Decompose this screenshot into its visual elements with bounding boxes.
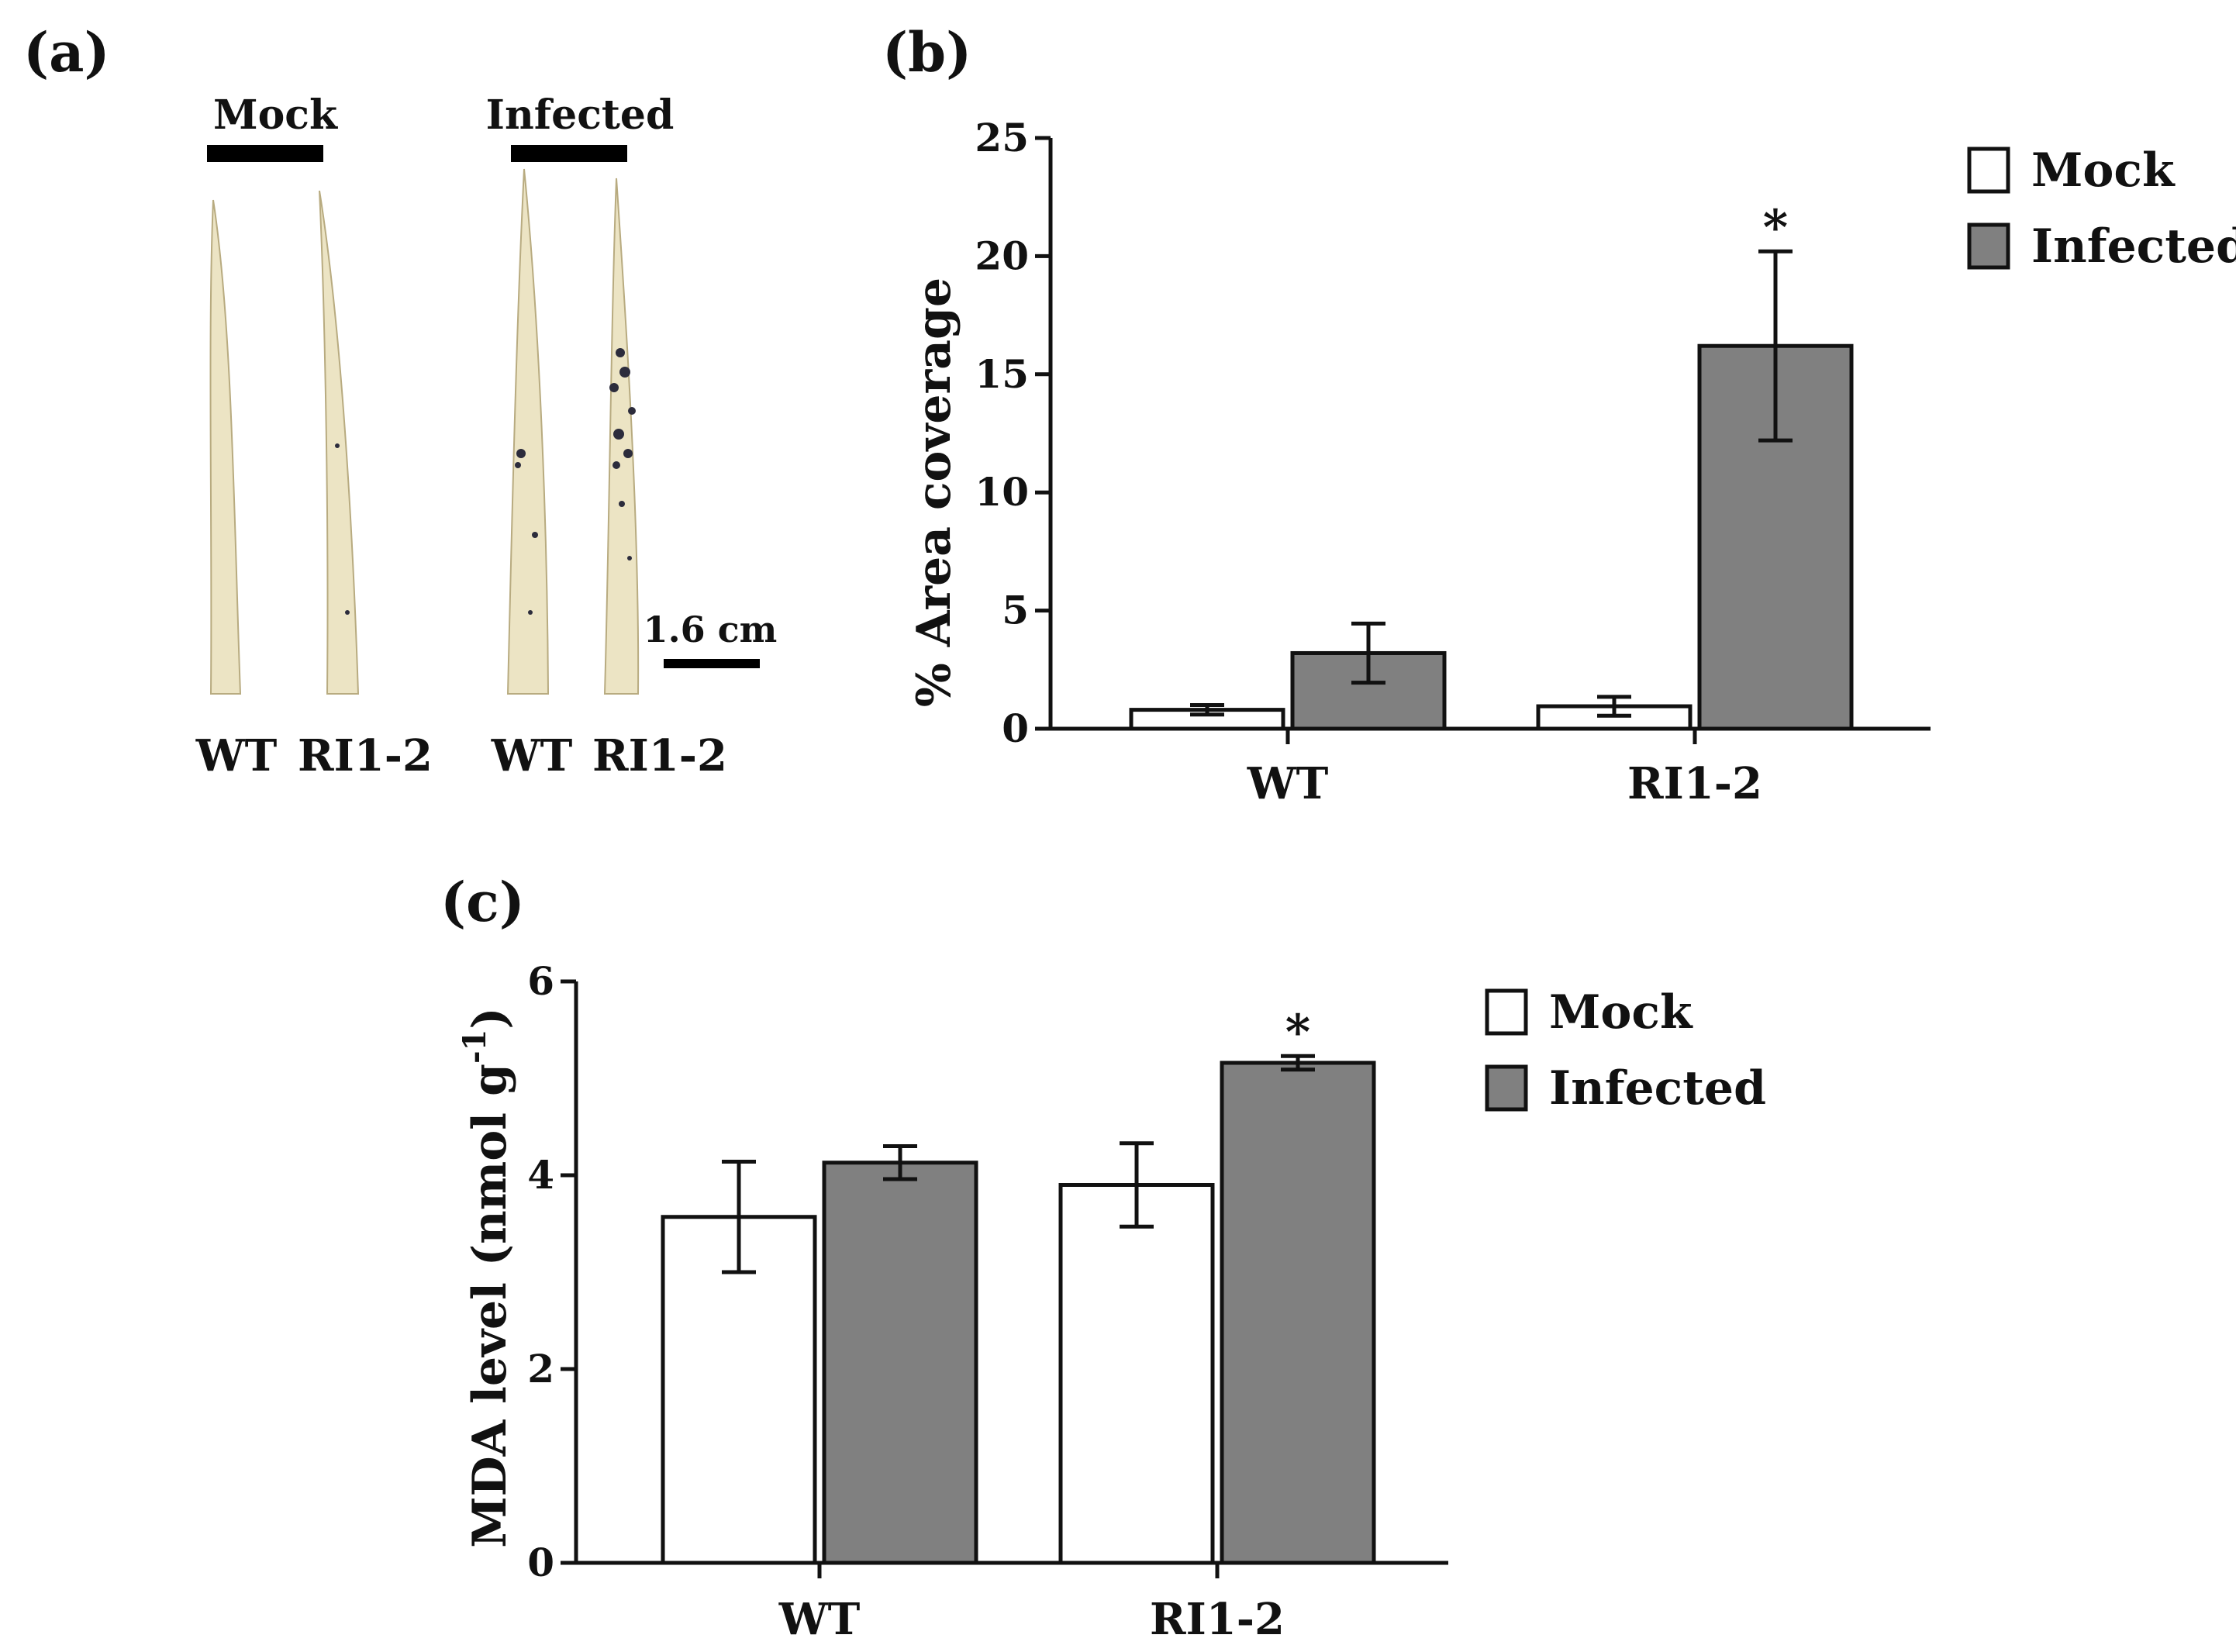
scale-bar xyxy=(664,659,760,668)
significance-marker: * xyxy=(1763,198,1788,255)
bar-wt-mock xyxy=(661,1215,817,1565)
y-tick-label: 20 xyxy=(975,233,1029,278)
panel-b-letter: (b) xyxy=(882,20,971,84)
leaf-label-infected-wt: WT xyxy=(491,730,573,781)
panel-c-plot-area: 0 2 4 6 WT RI1-2 * xyxy=(527,958,1448,1645)
legend-swatch-mock xyxy=(1967,147,2010,194)
lesion-spots xyxy=(335,348,636,615)
panel-c-letter: (c) xyxy=(440,870,525,934)
leaf-label-mock-wt: WT xyxy=(195,730,278,781)
x-tick-label-ri1-2: RI1-2 xyxy=(1150,1594,1285,1645)
panel-b-legend: Mock Infected xyxy=(1967,143,2236,274)
panel-a: (a) Mock Infected 1.6 cm xyxy=(23,20,777,781)
legend-label-infected: Infected xyxy=(1549,1061,1766,1116)
legend-swatch-infected xyxy=(1485,1064,1528,1112)
bar-wt-infected xyxy=(1290,650,1447,731)
leaf-label-mock-ri1-2: RI1-2 xyxy=(298,730,433,781)
infected-group-label: Infected xyxy=(486,91,675,139)
panel-c-chart: (c) 0 2 4 6 WT RI1-2 * MDA level (nmol g-1) Mo… xyxy=(440,870,1766,1645)
panel-c-y-axis-label-end: ) xyxy=(463,1007,517,1029)
bar-wt-infected xyxy=(822,1161,978,1565)
panel-c-y-axis-label-main: MDA level (nmol g xyxy=(463,1064,517,1548)
leaf-infected-wt xyxy=(506,168,550,695)
panel-c-legend: Mock Infected xyxy=(1485,985,1766,1116)
panel-b-chart: (b) 0 5 10 15 20 25 WT RI1-2 * % Area coverage M… xyxy=(882,20,2236,809)
panel-a-letter: (a) xyxy=(23,20,110,84)
mock-group-bar xyxy=(207,145,323,162)
y-tick-label: 2 xyxy=(527,1346,554,1392)
y-tick-label: 15 xyxy=(975,351,1029,397)
legend-label-mock: Mock xyxy=(2031,143,2176,198)
significance-marker: * xyxy=(1285,1003,1310,1060)
leaf-label-infected-ri1-2: RI1-2 xyxy=(592,730,727,781)
panel-b-y-axis-label: % Area coverage xyxy=(907,278,961,707)
scale-bar-label: 1.6 cm xyxy=(644,609,778,650)
y-tick-label: 6 xyxy=(527,958,554,1004)
x-tick-label-ri1-2: RI1-2 xyxy=(1627,758,1762,809)
bar-ri1-2-mock xyxy=(1058,1183,1215,1565)
x-tick-label-wt: WT xyxy=(778,1594,861,1645)
infected-group-bar xyxy=(511,145,627,162)
y-tick-label: 10 xyxy=(975,469,1029,515)
panel-c-y-axis-label: MDA level (nmol g-1) xyxy=(457,1007,517,1548)
y-tick-label: 0 xyxy=(527,1540,554,1585)
y-tick-label: 5 xyxy=(1002,588,1029,633)
legend-swatch-infected xyxy=(1967,222,2010,270)
bar-ri1-2-infected xyxy=(1220,1061,1376,1565)
x-tick-label-wt: WT xyxy=(1247,758,1329,809)
panel-b-plot-area: 0 5 10 15 20 25 WT RI1-2 * xyxy=(975,115,1931,809)
legend-label-mock: Mock xyxy=(1549,985,1693,1040)
y-tick-label: 4 xyxy=(527,1152,554,1198)
mock-group-label: Mock xyxy=(213,91,338,139)
leaf-mock-ri1-2 xyxy=(319,190,360,695)
leaf-mock-wt xyxy=(209,199,242,695)
y-tick-label: 0 xyxy=(1002,705,1029,751)
legend-swatch-mock xyxy=(1485,988,1528,1036)
panel-c-y-axis-label-superscript: -1 xyxy=(457,1029,493,1064)
y-tick-label: 25 xyxy=(975,115,1029,160)
legend-label-infected: Infected xyxy=(2031,219,2236,274)
